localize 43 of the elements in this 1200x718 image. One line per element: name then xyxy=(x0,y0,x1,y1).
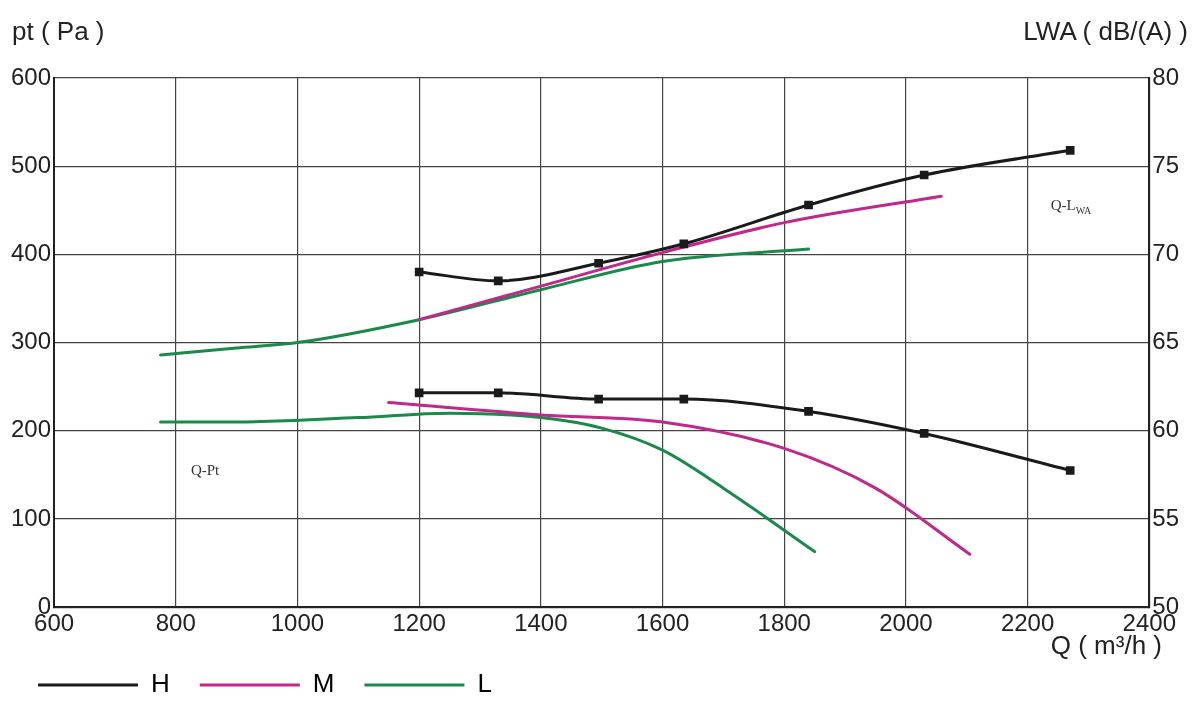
y2-tick-label: 75 xyxy=(1152,150,1180,178)
x-tick-label: 1400 xyxy=(514,609,568,637)
y2-axis-title: LWA ( dB/(A) ) xyxy=(1023,16,1188,47)
y-tick-label: 600 xyxy=(11,62,52,90)
y-tick-label: 400 xyxy=(11,239,52,267)
y-tick-label: 500 xyxy=(11,150,52,178)
point xyxy=(493,388,503,398)
y-axis-title: pt ( Pa ) xyxy=(12,16,105,47)
line-series xyxy=(159,411,817,554)
legend-label: M xyxy=(312,668,335,699)
point xyxy=(919,429,929,438)
point xyxy=(679,394,689,404)
y2-tick-label: 65 xyxy=(1152,327,1180,355)
point xyxy=(594,394,603,404)
y2-tick-label: 80 xyxy=(1152,62,1180,90)
x-tick-label: 2000 xyxy=(879,609,933,637)
x-tick-label: 800 xyxy=(155,609,196,637)
x-tick-label: 1800 xyxy=(757,609,811,637)
y-tick-label: 100 xyxy=(11,503,52,531)
line-series xyxy=(387,401,972,556)
y2-tick-label: 60 xyxy=(1152,415,1180,443)
legend-label: L xyxy=(477,668,492,699)
legend-label: H xyxy=(151,668,170,699)
y2-tick-label: 55 xyxy=(1152,503,1180,531)
y-tick-label: 300 xyxy=(11,327,52,355)
point xyxy=(1065,466,1075,475)
point xyxy=(804,407,813,416)
line-series xyxy=(159,247,811,357)
point xyxy=(493,276,503,286)
y-tick-label: 200 xyxy=(11,415,52,443)
line-series xyxy=(417,194,943,322)
x-tick-label: 1000 xyxy=(270,609,325,637)
point xyxy=(1065,146,1075,155)
point xyxy=(594,258,603,268)
point xyxy=(414,388,424,398)
point xyxy=(919,170,929,180)
point xyxy=(679,239,689,249)
y2-tick-label: 70 xyxy=(1152,239,1180,267)
x-tick-label: 1200 xyxy=(392,609,446,637)
x-tick-label: 1600 xyxy=(635,609,690,637)
point xyxy=(414,267,424,277)
point xyxy=(804,200,813,210)
annotation: Q-Pt xyxy=(190,461,221,478)
